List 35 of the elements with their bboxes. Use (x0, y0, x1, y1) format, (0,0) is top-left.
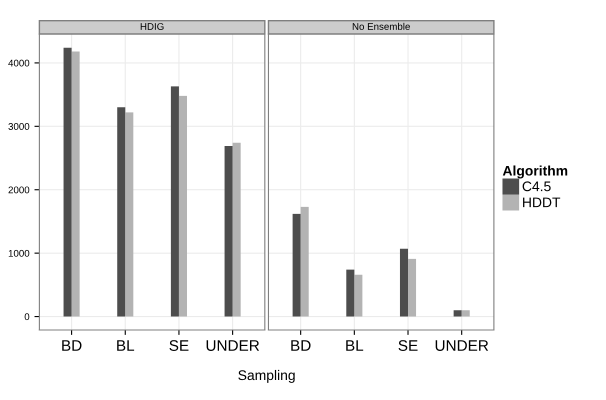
legend-title: Algorithm (502, 165, 568, 178)
y-tick-label: 2000 (8, 186, 30, 194)
bar (292, 214, 301, 317)
chart-title: HDIG (140, 23, 164, 30)
x-tick-label: SE (169, 340, 188, 351)
bar (462, 310, 470, 317)
bar (454, 310, 462, 317)
x-tick-label: BD (291, 340, 311, 351)
y-tick-label: 4000 (8, 60, 30, 67)
x-tick-label: UNDER (436, 340, 488, 351)
legend-label: HDDT (523, 198, 560, 208)
bar (346, 270, 354, 317)
legend-label: C4.5 (522, 181, 551, 192)
y-tick-label: 1000 (8, 250, 30, 257)
x-tick-label: UNDER (206, 340, 260, 351)
y-tick-label: 0 (24, 313, 30, 320)
bar (300, 206, 309, 317)
bar (117, 107, 126, 317)
bar (232, 142, 241, 317)
bar (408, 258, 416, 317)
chart-title: No Ensemble (352, 22, 410, 30)
x-tick-label: BD (62, 340, 82, 351)
bar (400, 248, 408, 317)
y-tick-label: 3000 (8, 123, 30, 130)
bar (224, 146, 233, 317)
bar (354, 274, 362, 317)
bar (170, 86, 179, 317)
bar (125, 112, 134, 317)
x-tick-label: SE (398, 340, 418, 351)
bar (72, 52, 80, 317)
bar (64, 48, 72, 317)
x-tick-label: BL (117, 340, 134, 351)
bar (178, 96, 187, 317)
x-axis-title: Sampling (238, 370, 295, 383)
x-tick-label: BL (346, 340, 364, 351)
